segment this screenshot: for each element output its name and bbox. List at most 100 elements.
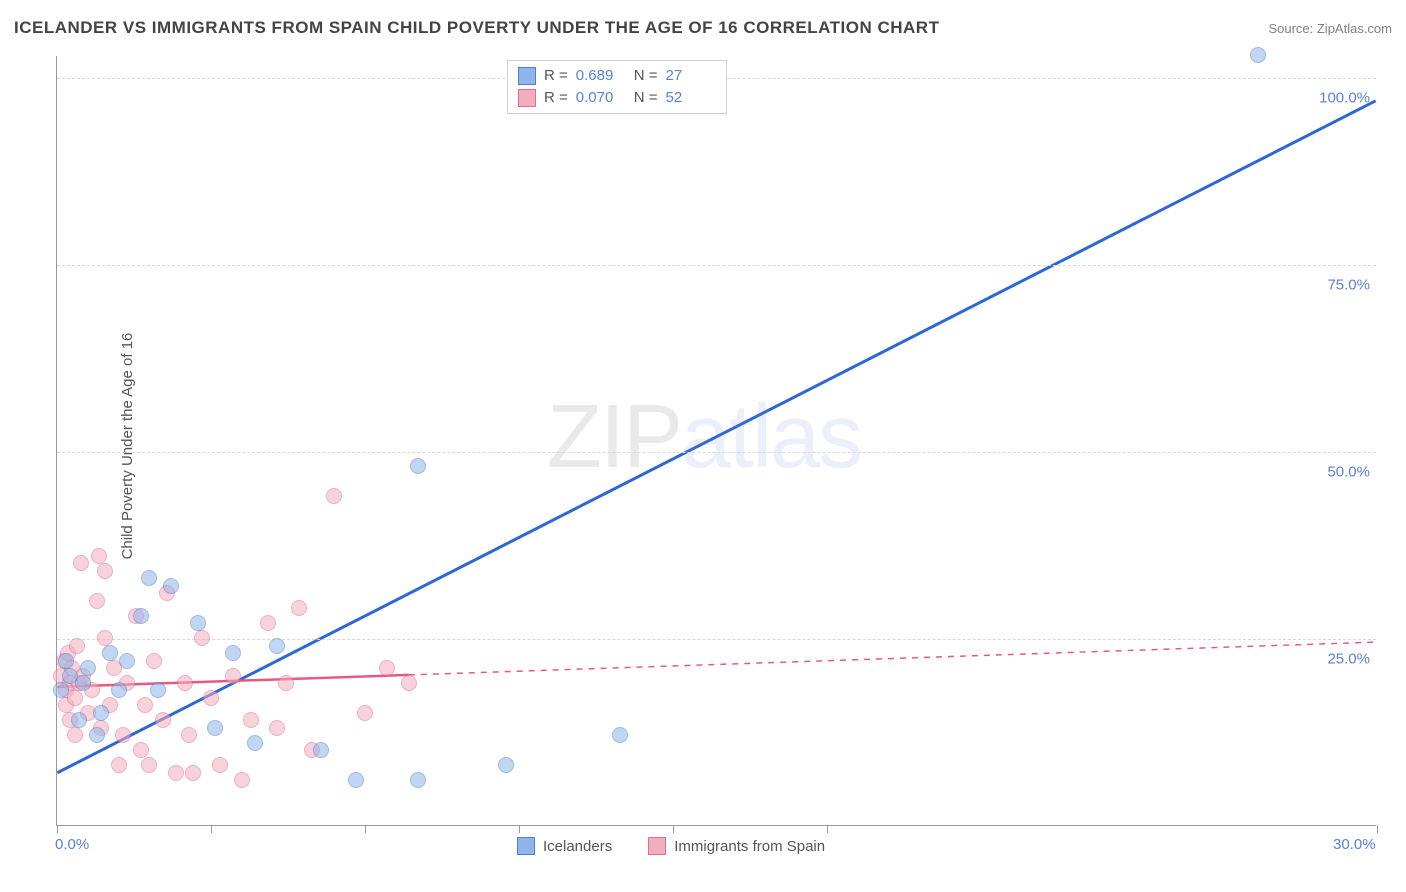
data-point (91, 548, 107, 564)
data-point (93, 705, 109, 721)
legend-r-value: 0.070 (576, 87, 626, 109)
data-point (401, 675, 417, 691)
data-point (225, 645, 241, 661)
data-point (181, 727, 197, 743)
data-point (194, 630, 210, 646)
legend-row: R = 0.070 N = 52 (518, 87, 716, 109)
data-point (203, 690, 219, 706)
x-tick (1377, 825, 1378, 833)
data-point (278, 675, 294, 691)
data-point (313, 742, 329, 758)
data-point (177, 675, 193, 691)
data-point (326, 488, 342, 504)
chart-title: ICELANDER VS IMMIGRANTS FROM SPAIN CHILD… (14, 18, 939, 38)
x-tick-label: 30.0% (1333, 836, 1376, 853)
x-tick (211, 825, 212, 833)
data-point (141, 570, 157, 586)
data-point (141, 757, 157, 773)
legend-n-value: 27 (666, 65, 716, 87)
correlation-legend: R = 0.689 N = 27 R = 0.070 N = 52 (507, 60, 727, 114)
data-point (225, 668, 241, 684)
data-point (410, 772, 426, 788)
data-point (185, 765, 201, 781)
data-point (69, 638, 85, 654)
y-tick-label: 100.0% (1319, 90, 1370, 107)
data-point (80, 660, 96, 676)
gridline (57, 639, 1376, 640)
y-tick-label: 25.0% (1327, 651, 1370, 668)
trend-lines (57, 56, 1376, 825)
data-point (137, 697, 153, 713)
x-tick-label: 0.0% (55, 836, 89, 853)
data-point (58, 653, 74, 669)
data-point (269, 720, 285, 736)
y-tick-label: 50.0% (1327, 464, 1370, 481)
data-point (207, 720, 223, 736)
data-point (111, 757, 127, 773)
data-point (119, 653, 135, 669)
data-point (73, 555, 89, 571)
data-point (1250, 47, 1266, 63)
data-point (247, 735, 263, 751)
legend-series-label: Immigrants from Spain (674, 838, 825, 855)
data-point (53, 682, 69, 698)
y-tick-label: 75.0% (1327, 277, 1370, 294)
data-point (410, 458, 426, 474)
legend-item: Immigrants from Spain (648, 837, 825, 855)
legend-r-label: R = (544, 87, 568, 109)
data-point (97, 630, 113, 646)
data-point (163, 578, 179, 594)
source-attribution: Source: ZipAtlas.com (1268, 21, 1392, 36)
legend-r-label: R = (544, 65, 568, 87)
legend-n-label: N = (634, 87, 658, 109)
legend-n-value: 52 (666, 87, 716, 109)
data-point (168, 765, 184, 781)
x-tick (365, 825, 366, 833)
legend-swatch (518, 67, 536, 85)
data-point (612, 727, 628, 743)
source-name: ZipAtlas.com (1317, 21, 1392, 36)
legend-swatch (518, 89, 536, 107)
legend-swatch (648, 837, 666, 855)
legend-swatch (517, 837, 535, 855)
data-point (155, 712, 171, 728)
scatter-plot: ZIPatlas 25.0%50.0%75.0%100.0%0.0%30.0%R… (56, 56, 1376, 826)
data-point (133, 608, 149, 624)
data-point (89, 593, 105, 609)
data-point (115, 727, 131, 743)
data-point (146, 653, 162, 669)
legend-row: R = 0.689 N = 27 (518, 65, 716, 87)
series-legend: Icelanders Immigrants from Spain (517, 837, 825, 855)
data-point (379, 660, 395, 676)
data-point (97, 563, 113, 579)
legend-n-label: N = (634, 65, 658, 87)
data-point (67, 727, 83, 743)
data-point (102, 645, 118, 661)
gridline (57, 452, 1376, 453)
data-point (243, 712, 259, 728)
data-point (89, 727, 105, 743)
data-point (133, 742, 149, 758)
data-point (357, 705, 373, 721)
data-point (150, 682, 166, 698)
data-point (71, 712, 87, 728)
source-label: Source: (1268, 21, 1316, 36)
data-point (498, 757, 514, 773)
data-point (291, 600, 307, 616)
data-point (234, 772, 250, 788)
data-point (269, 638, 285, 654)
title-bar: ICELANDER VS IMMIGRANTS FROM SPAIN CHILD… (14, 18, 1392, 38)
x-tick (519, 825, 520, 833)
trend-line-dashed (409, 642, 1376, 675)
data-point (111, 682, 127, 698)
x-tick (57, 825, 58, 833)
trend-line (57, 101, 1375, 773)
data-point (190, 615, 206, 631)
legend-series-label: Icelanders (543, 838, 612, 855)
legend-item: Icelanders (517, 837, 612, 855)
data-point (260, 615, 276, 631)
gridline (57, 265, 1376, 266)
legend-r-value: 0.689 (576, 65, 626, 87)
x-tick (827, 825, 828, 833)
x-tick (673, 825, 674, 833)
